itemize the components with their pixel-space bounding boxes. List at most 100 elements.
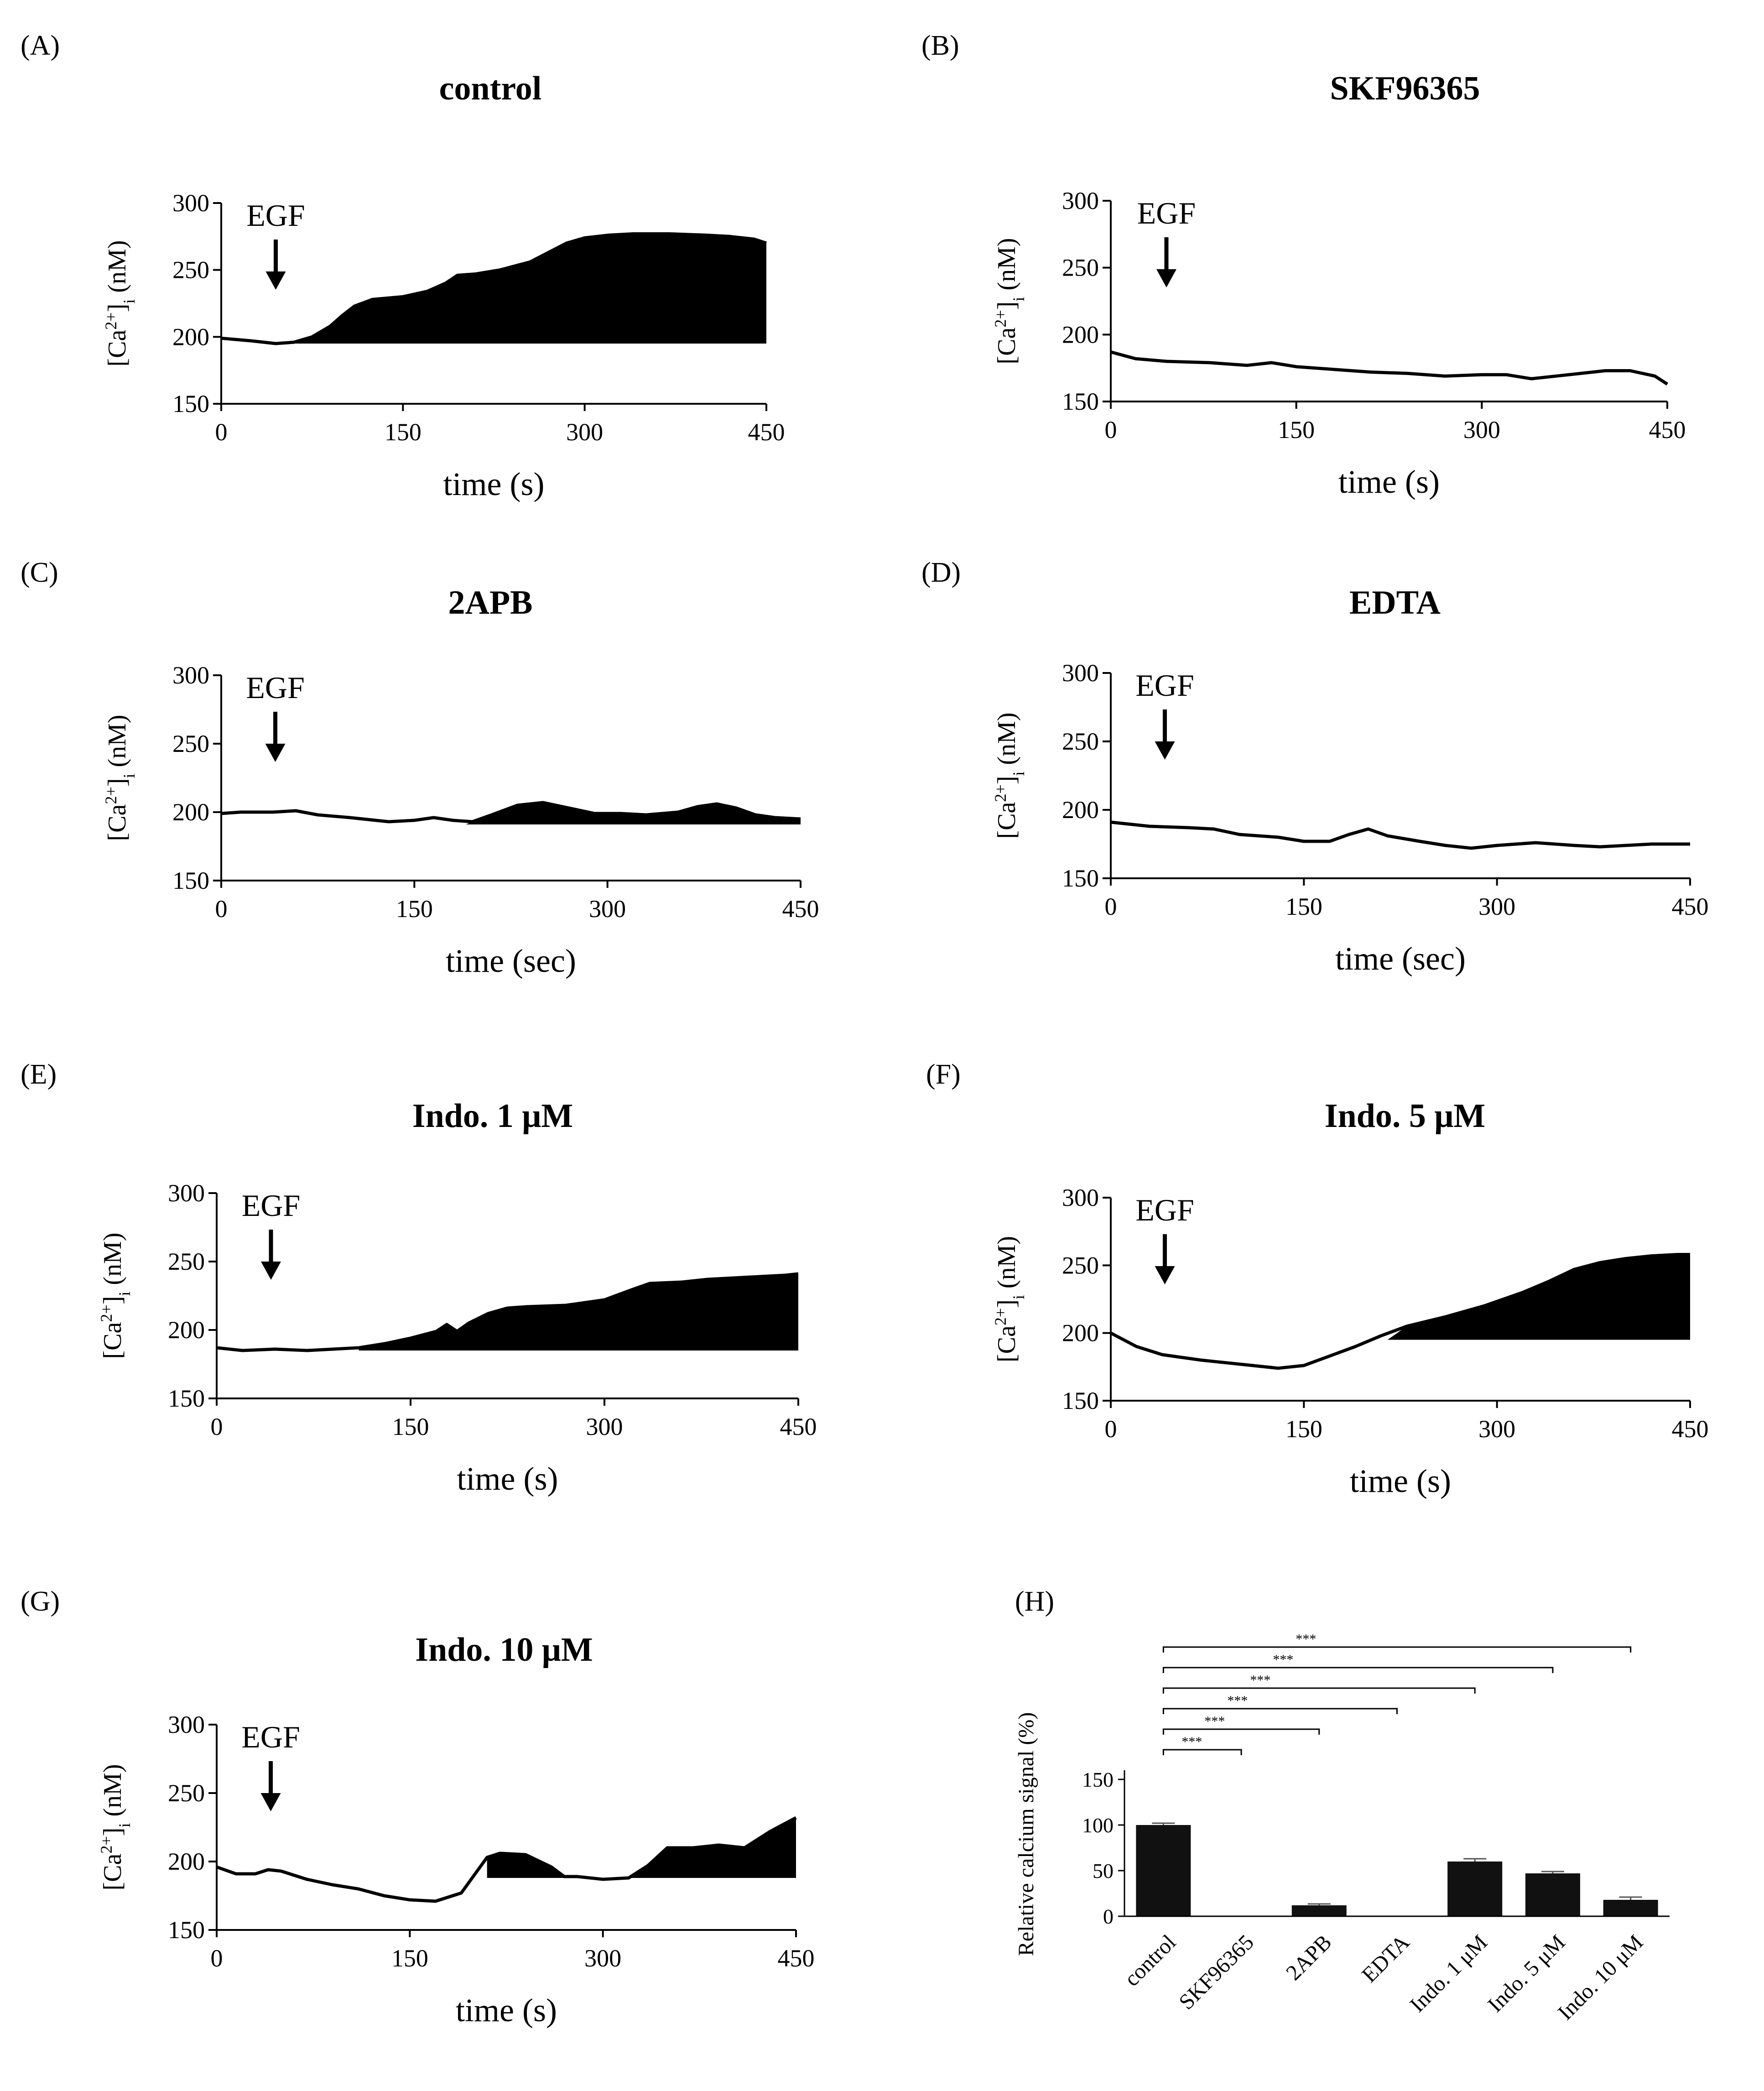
x-axis-title: time (s): [1350, 1463, 1451, 1499]
x-tick-label: 0: [1105, 893, 1117, 920]
response-area: [276, 234, 766, 344]
y-axis-title-sup: 2+: [991, 310, 1009, 327]
chart-title: 2APB: [448, 584, 533, 621]
x-tick-label: 300: [1463, 416, 1500, 443]
x-axis-title: time (s): [456, 1992, 557, 2028]
bar: [1136, 1825, 1191, 1916]
y-axis-title-part: ]: [99, 1828, 127, 1836]
egf-arrow-head: [265, 271, 286, 290]
x-tick-label: 450: [1672, 893, 1709, 920]
x-tick-label: 150: [1278, 416, 1315, 443]
y-tick-label: 300: [1062, 1184, 1099, 1211]
y-axis-title-part: [Ca: [993, 1325, 1021, 1362]
y-tick-label: 300: [168, 1179, 205, 1207]
y-tick-label: 300: [1062, 659, 1099, 687]
y-axis-title-sub: i: [1009, 1295, 1028, 1299]
egf-label: EGF: [241, 1720, 300, 1754]
category-label: Indo. 10 μM: [1553, 1930, 1648, 2024]
y-axis-title-part: [Ca: [993, 327, 1021, 364]
y-axis-title-part: (nM): [103, 715, 131, 774]
y-axis-title-sub: i: [1009, 297, 1028, 302]
panel-label: (B): [921, 30, 959, 61]
egf-label: EGF: [1137, 196, 1196, 230]
significance-bracket: [1162, 1749, 1242, 1755]
x-tick-label: 450: [780, 1413, 817, 1440]
y-tick-label: 250: [1062, 728, 1099, 755]
x-axis-title: time (sec): [446, 943, 576, 979]
y-axis-title-sup: 2+: [97, 1836, 115, 1853]
x-tick-label: 450: [782, 895, 819, 923]
y-axis-title-sub: i: [1009, 772, 1028, 776]
y-axis-title-sub: i: [120, 774, 138, 778]
x-axis-title: time (s): [1338, 464, 1440, 500]
y-axis-title: [Ca2+]i (nM): [97, 1764, 134, 1891]
category-label: 2APB: [1281, 1930, 1336, 1985]
panel-label: (A): [21, 30, 60, 61]
bar: [1525, 1873, 1580, 1916]
y-axis-title-part: (nM): [993, 713, 1021, 772]
significance-bracket: [1162, 1667, 1554, 1673]
y-axis-title: [Ca2+]i (nM): [991, 713, 1028, 839]
y-tick-label: 300: [168, 1711, 205, 1738]
y-tick-label: 200: [168, 1848, 205, 1875]
x-tick-label: 150: [391, 1945, 428, 1972]
panel-label: (E): [21, 1059, 57, 1090]
y-axis-title: [Ca2+]i (nM): [991, 1236, 1028, 1362]
x-tick-label: 300: [1478, 1415, 1515, 1443]
significance-bracket: [1162, 1687, 1476, 1694]
x-tick-label: 300: [584, 1945, 621, 1972]
y-tick-label: 200: [1062, 321, 1099, 348]
x-tick-label: 300: [589, 895, 626, 923]
x-tick-label: 450: [748, 418, 785, 446]
y-axis-title-sup: 2+: [97, 1304, 115, 1322]
y-axis-title: Relative calcium signal (%): [1014, 1712, 1038, 1956]
category-label: control: [1120, 1930, 1181, 1991]
x-tick-label: 0: [215, 418, 228, 446]
chart-title: SKF96365: [1330, 70, 1480, 107]
x-tick-label: 0: [211, 1945, 223, 1972]
y-tick-label: 300: [172, 662, 209, 689]
x-tick-label: 150: [392, 1413, 429, 1440]
y-axis-title: [Ca2+]i (nM): [991, 238, 1028, 365]
significance-label: ***: [1204, 1714, 1225, 1729]
y-axis-title-part: (nM): [993, 238, 1021, 297]
panel-label: (H): [1015, 1586, 1054, 1617]
y-tick-label: 250: [172, 730, 209, 757]
x-tick-label: 450: [778, 1945, 815, 1972]
y-tick-label: 150: [1062, 1387, 1099, 1414]
y-axis-title-part: ]: [99, 1296, 127, 1305]
x-tick-label: 150: [1285, 1415, 1322, 1443]
x-tick-label: 300: [566, 418, 603, 446]
egf-arrow-head: [265, 744, 286, 762]
y-axis-title-part: ]: [993, 1299, 1021, 1308]
y-axis-title-sup: 2+: [991, 1308, 1009, 1325]
egf-arrow-head: [1155, 741, 1175, 760]
y-tick-label: 100: [1082, 1814, 1114, 1837]
y-axis-title-sup: 2+: [102, 312, 120, 329]
y-tick-label: 200: [1062, 1319, 1099, 1347]
y-tick-label: 150: [168, 1385, 205, 1412]
chart-title: Indo. 1 μM: [412, 1097, 573, 1135]
y-axis-title-part: [Ca: [99, 1853, 127, 1890]
bar: [1447, 1862, 1503, 1916]
significance-bracket: [1162, 1708, 1398, 1714]
response-area: [359, 1274, 798, 1351]
significance-label: ***: [1296, 1632, 1316, 1647]
egf-label: EGF: [242, 1188, 300, 1223]
x-tick-label: 0: [215, 895, 228, 923]
significance-label: ***: [1181, 1734, 1202, 1749]
chart-title: EDTA: [1349, 584, 1441, 621]
x-tick-label: 450: [1649, 416, 1686, 443]
category-label: EDTA: [1357, 1930, 1414, 1987]
y-axis-title: [Ca2+]i (nM): [102, 240, 138, 367]
x-axis-title: time (s): [457, 1460, 558, 1497]
response-area: [466, 803, 801, 824]
y-axis-title-sub: i: [115, 1823, 134, 1828]
egf-arrow-head: [1156, 269, 1176, 287]
y-tick-label: 250: [172, 256, 209, 284]
y-tick-label: 150: [1062, 388, 1099, 415]
y-tick-label: 250: [1062, 254, 1099, 282]
